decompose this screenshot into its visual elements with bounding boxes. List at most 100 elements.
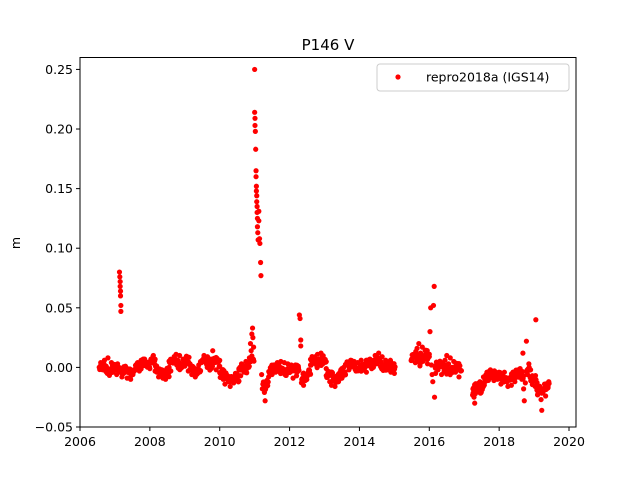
legend: repro2018a (IGS14) (376, 63, 570, 92)
y-axis-label: m (8, 237, 23, 249)
data-point (379, 354, 385, 360)
data-point (254, 199, 260, 205)
data-point (238, 373, 244, 379)
data-point (256, 236, 263, 242)
data-point (298, 337, 304, 343)
data-point (253, 183, 259, 189)
data-point (117, 283, 123, 289)
data-point (365, 362, 371, 368)
data-point (487, 367, 494, 373)
data-point (454, 363, 460, 369)
data-point (306, 367, 312, 373)
data-point (449, 364, 455, 370)
data-point (472, 400, 478, 406)
data-point (519, 376, 525, 382)
data-point (533, 317, 539, 323)
data-point (217, 363, 223, 369)
data-point (279, 367, 286, 373)
chart-title: P146 V (302, 36, 355, 54)
data-point (254, 224, 261, 230)
data-point (426, 354, 432, 360)
data-point (430, 302, 437, 309)
data-point (321, 357, 328, 363)
data-point (431, 283, 437, 289)
data-point (410, 351, 417, 357)
data-point (332, 383, 338, 390)
data-point (253, 188, 259, 194)
data-point (507, 376, 513, 382)
data-point (117, 288, 124, 294)
plot-frame (79, 57, 577, 428)
data-point (440, 363, 446, 369)
data-point (231, 380, 237, 386)
data-point (536, 385, 542, 391)
data-point (369, 366, 375, 372)
data-point (234, 376, 240, 382)
data-point (176, 352, 183, 359)
data-point (254, 193, 260, 199)
legend-marker-repro2018a (395, 74, 401, 80)
data-point (225, 379, 232, 385)
data-point (169, 360, 176, 366)
data-point (335, 379, 342, 385)
data-point (442, 357, 448, 363)
data-point (136, 368, 142, 374)
legend-box (376, 63, 570, 92)
data-point (227, 383, 233, 390)
x-tick-label: 2020 (553, 434, 585, 449)
data-point (206, 362, 212, 368)
data-point (105, 355, 111, 361)
y-tick-label: 0.20 (45, 122, 73, 137)
data-point (358, 357, 364, 363)
data-point (445, 361, 452, 367)
data-point (256, 218, 262, 224)
data-point (252, 128, 258, 134)
data-point (325, 371, 331, 378)
data-point (534, 392, 541, 398)
x-tick-label: 2016 (413, 434, 445, 449)
data-point (539, 407, 545, 413)
data-point (337, 369, 343, 375)
data-point (475, 388, 481, 394)
data-point (253, 174, 259, 180)
data-point (480, 374, 487, 380)
x-tick-label: 2014 (344, 434, 376, 449)
y-tick-label: 0.05 (45, 300, 73, 315)
data-point (192, 374, 198, 380)
data-point (334, 374, 340, 380)
data-point (451, 358, 457, 365)
data-point (517, 366, 523, 372)
data-point (458, 368, 464, 374)
data-point (149, 358, 155, 365)
data-point (438, 371, 445, 378)
data-point (245, 364, 251, 370)
data-point (112, 362, 118, 368)
data-point (117, 274, 123, 280)
data-point (98, 361, 104, 367)
data-point (316, 356, 322, 362)
data-point (250, 335, 256, 341)
data-point (546, 379, 552, 385)
data-point (218, 370, 225, 376)
data-point (521, 386, 527, 392)
data-point (456, 374, 462, 380)
y-tick-label: 0.00 (45, 360, 73, 375)
data-point (243, 358, 249, 365)
data-point (229, 375, 235, 381)
data-point (296, 367, 302, 374)
data-point (498, 381, 504, 387)
data-point (117, 278, 123, 285)
data-point (353, 368, 359, 374)
data-point (428, 362, 434, 368)
data-point (520, 350, 526, 356)
data-point (521, 398, 527, 404)
data-point (292, 368, 298, 374)
data-point (512, 379, 518, 385)
data-point (496, 371, 502, 378)
data-point (121, 370, 127, 376)
data-point (159, 367, 165, 373)
data-point (197, 368, 204, 374)
data-point (531, 376, 537, 382)
data-point (257, 240, 263, 247)
data-point (288, 362, 294, 368)
